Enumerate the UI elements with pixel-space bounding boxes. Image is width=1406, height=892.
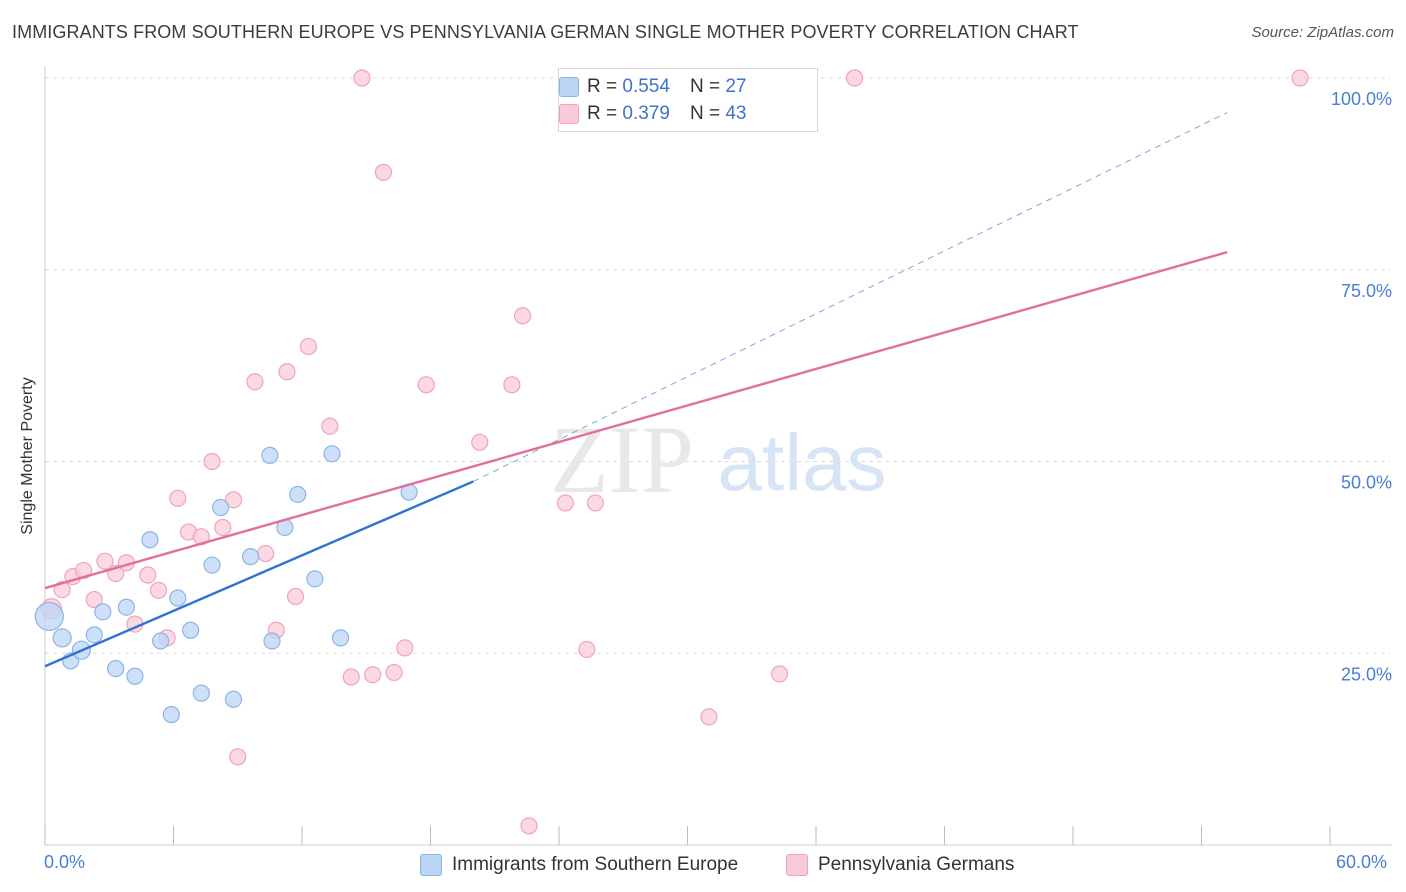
n-value: 27 <box>725 76 747 97</box>
southern-europe-point <box>192 684 210 702</box>
trend-extension-southern-europe <box>473 112 1228 482</box>
pennsylvania-germans-point <box>286 587 305 606</box>
source-label: Source: ZipAtlas.com <box>1251 24 1394 41</box>
correlation-legend: R = 0.554 N = 27 R = 0.379 N = 43 <box>558 68 818 132</box>
southern-europe-point <box>34 601 64 632</box>
y-tick-label: 75.0% <box>1341 281 1392 301</box>
pennsylvania-germans-point <box>385 663 403 682</box>
n-label: N = <box>689 103 721 124</box>
series-pennsylvania-germans <box>40 69 1309 835</box>
legend-swatch-pink <box>786 854 808 876</box>
pennsylvania-germans-point <box>224 491 243 509</box>
legend-row-pennsylvania-germans: R = 0.379 N = 43 <box>559 102 747 126</box>
axes <box>44 66 1392 846</box>
r-value: 0.379 <box>622 103 670 124</box>
n-label: N = <box>689 76 721 97</box>
series-southern-europe <box>34 445 418 724</box>
pennsylvania-germans-point <box>471 433 489 451</box>
y-tick-label: 25.0% <box>1341 664 1392 684</box>
pennsylvania-germans-point <box>203 452 221 471</box>
pennsylvania-germans-point <box>374 163 392 181</box>
legend-label-southern-europe: Immigrants from Southern Europe <box>452 854 739 875</box>
southern-europe-point <box>117 598 135 616</box>
pennsylvania-germans-point <box>364 666 382 684</box>
pennsylvania-germans-point <box>246 373 264 391</box>
southern-europe-point <box>289 485 307 504</box>
y-tick-labels: 25.0% 50.0% 75.0% 100.0% <box>1331 89 1392 684</box>
y-tick-label: 50.0% <box>1341 473 1392 493</box>
pennsylvania-germans-point <box>513 307 532 325</box>
pennsylvania-germans-point <box>278 363 296 381</box>
southern-europe-point <box>331 629 350 647</box>
pennsylvania-germans-point <box>520 817 538 835</box>
pennsylvania-germans-point <box>256 544 275 563</box>
southern-europe-point <box>141 531 159 549</box>
pennsylvania-germans-point <box>342 668 360 686</box>
pennsylvania-germans-point <box>770 665 789 683</box>
pennsylvania-germans-point <box>139 566 157 584</box>
southern-europe-point <box>52 628 72 648</box>
pennsylvania-germans-point <box>417 376 435 394</box>
legend-label-pennsylvania-germans: Pennsylvania Germans <box>818 854 1015 875</box>
pennsylvania-germans-point <box>1291 69 1309 87</box>
pink-swatch <box>559 104 579 124</box>
n-value: 43 <box>725 103 747 124</box>
southern-europe-point <box>94 603 112 621</box>
blue-swatch <box>559 77 579 97</box>
pennsylvania-germans-point <box>85 590 103 609</box>
southern-europe-point <box>85 626 103 644</box>
chart-title: IMMIGRANTS FROM SOUTHERN EUROPE VS PENNS… <box>12 22 1079 42</box>
pennsylvania-germans-point <box>700 708 718 726</box>
southern-europe-point <box>242 548 260 566</box>
southern-europe-point <box>182 621 200 639</box>
southern-europe-point <box>162 706 180 724</box>
pennsylvania-germans-point <box>578 640 596 659</box>
pennsylvania-germans-point <box>169 489 187 507</box>
pennsylvania-germans-point <box>74 561 93 580</box>
pennsylvania-germans-point <box>321 417 339 435</box>
southern-europe-point <box>152 632 170 650</box>
legend-item-pennsylvania-germans: Pennsylvania Germans <box>786 852 1014 878</box>
pennsylvania-germans-point <box>53 580 71 599</box>
legend-item-southern-europe: Immigrants from Southern Europe <box>420 852 738 878</box>
southern-europe-point <box>323 445 341 463</box>
southern-europe-point <box>224 690 243 708</box>
pennsylvania-germans-point <box>353 69 371 87</box>
watermark-atlas: atlas <box>718 418 887 507</box>
r-value: 0.554 <box>622 76 670 97</box>
legend-row-southern-europe: R = 0.554 N = 27 <box>559 75 747 99</box>
r-label: R = <box>587 76 618 97</box>
southern-europe-point <box>203 556 221 574</box>
pennsylvania-germans-point <box>229 748 247 766</box>
pennsylvania-germans-point <box>556 494 575 512</box>
southern-europe-point <box>126 667 144 685</box>
r-label: R = <box>587 103 618 124</box>
trend-lines <box>44 112 1228 668</box>
southern-europe-point <box>261 446 279 464</box>
legend-swatch-blue <box>420 854 442 876</box>
pennsylvania-germans-point <box>586 494 605 512</box>
pennsylvania-germans-point <box>503 376 521 394</box>
pennsylvania-germans-point <box>299 337 318 356</box>
southern-europe-point <box>306 570 324 588</box>
y-tick-label: 100.0% <box>1331 89 1392 109</box>
southern-europe-point <box>212 498 230 517</box>
x-tick-min: 0.0% <box>44 852 86 872</box>
pennsylvania-germans-point <box>96 552 114 570</box>
southern-europe-point <box>107 659 125 678</box>
southern-europe-point <box>169 589 187 607</box>
pennsylvania-germans-point <box>149 581 168 599</box>
gridlines <box>45 77 1390 654</box>
x-tick-max: 60.0% <box>1336 852 1388 872</box>
pennsylvania-germans-point <box>396 639 414 657</box>
pennsylvania-germans-point <box>845 69 864 87</box>
pennsylvania-germans-point <box>214 518 232 537</box>
trend-line-pennsylvania-germans <box>44 250 1228 590</box>
trend-line-southern-europe <box>44 480 474 668</box>
southern-europe-point <box>263 632 281 650</box>
